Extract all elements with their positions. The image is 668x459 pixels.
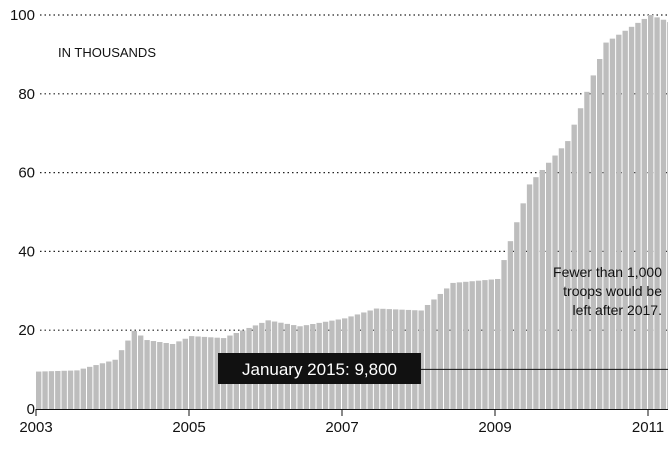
note-line: troops would be (563, 283, 662, 299)
bar (590, 75, 596, 409)
bar (431, 299, 437, 409)
bar (577, 108, 584, 409)
x-tick-label: 2003 (19, 419, 52, 436)
bar (48, 371, 55, 409)
y-tick-label: 0 (27, 401, 35, 418)
y-tick-label: 100 (10, 7, 35, 24)
bar (208, 337, 214, 409)
bar (131, 330, 137, 409)
bar (418, 310, 424, 409)
bar (654, 17, 660, 409)
bar (169, 343, 176, 409)
bar (214, 337, 220, 409)
bar (660, 19, 667, 410)
bar (622, 30, 628, 409)
bar (514, 222, 520, 409)
bar (552, 155, 558, 409)
bar (42, 371, 48, 409)
bar (571, 124, 577, 409)
bar (546, 162, 552, 409)
bar (138, 335, 144, 409)
bar (201, 336, 208, 409)
bar (125, 340, 131, 409)
x-axis-ticks: 200320052007200920112013201520162017 (19, 409, 668, 436)
bar (112, 359, 118, 409)
x-tick-label: 2005 (172, 419, 205, 436)
bar (157, 342, 163, 409)
bar (469, 281, 475, 409)
bar (163, 343, 169, 409)
callout-text: January 2015: 9,800 (242, 360, 397, 379)
bar (609, 38, 616, 409)
bar (635, 22, 641, 409)
bar (616, 34, 622, 409)
note-line: left after 2017. (572, 302, 662, 318)
bar (444, 288, 450, 409)
callout-box (218, 353, 421, 384)
bar (565, 141, 571, 409)
bar (93, 365, 99, 409)
y-tick-label: 80 (18, 86, 35, 103)
bar (475, 280, 482, 409)
bar (648, 15, 654, 409)
callout: January 2015: 9,800 (218, 353, 668, 384)
bar (539, 169, 545, 409)
bar (450, 282, 456, 409)
bar (558, 148, 565, 409)
bar (118, 350, 125, 409)
bar (195, 336, 201, 409)
bar (55, 370, 61, 409)
bar (584, 91, 590, 409)
bar (189, 336, 195, 409)
bar (144, 340, 150, 409)
bar (99, 363, 106, 409)
bar (106, 361, 112, 409)
bar (182, 338, 188, 409)
note-line: Fewer than 1,000 (553, 264, 662, 280)
bar (488, 279, 494, 409)
bar (597, 58, 603, 409)
y-tick-label: 40 (18, 243, 35, 260)
unit-label: IN THOUSANDS (58, 45, 156, 60)
bars (36, 15, 668, 410)
bar (74, 370, 80, 409)
bar (482, 280, 488, 409)
bar (495, 278, 501, 409)
bar (67, 370, 74, 409)
bar (526, 184, 533, 409)
y-axis-ticks: 0 20 40 60 80 100 (10, 7, 35, 418)
bar (176, 341, 182, 409)
bar (533, 177, 539, 409)
bar (80, 368, 86, 409)
bar (437, 293, 443, 409)
bar (507, 241, 514, 409)
bar (628, 26, 635, 409)
bar (87, 366, 93, 409)
bar (150, 341, 157, 409)
y-tick-label: 60 (18, 165, 35, 182)
bar (501, 260, 507, 409)
bar (463, 281, 469, 409)
y-tick-label: 20 (18, 322, 35, 339)
x-tick-label: 2009 (478, 419, 511, 436)
bar (456, 282, 463, 409)
x-tick-label: 2011 (632, 419, 664, 436)
bar (36, 371, 42, 409)
bar (641, 18, 647, 409)
annotation-note: Fewer than 1,000 troops would be left afte… (553, 264, 662, 318)
x-tick-label: 2007 (325, 419, 358, 436)
bar (520, 203, 526, 409)
bar (603, 42, 609, 410)
bar (424, 304, 431, 409)
bar (61, 370, 67, 409)
